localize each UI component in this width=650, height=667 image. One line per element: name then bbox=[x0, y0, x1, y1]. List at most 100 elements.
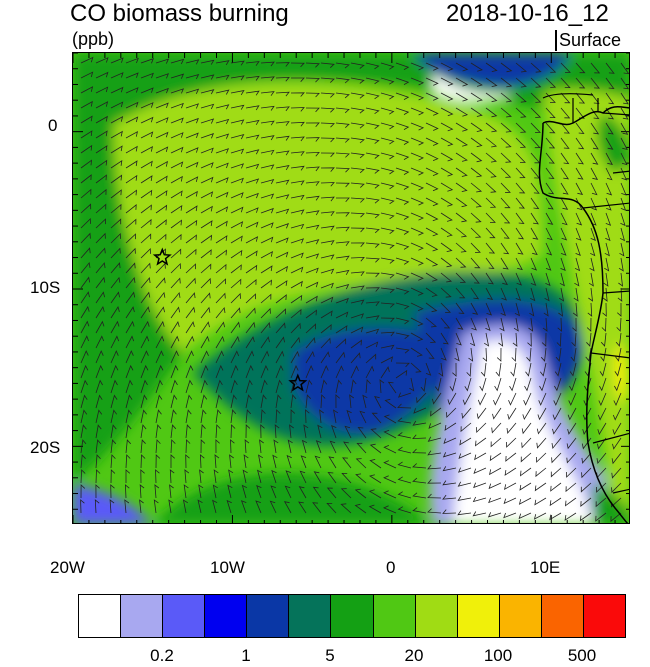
wind-barb bbox=[80, 247, 91, 259]
wind-barb bbox=[110, 469, 116, 484]
wind-barb bbox=[256, 484, 262, 499]
wind-barb bbox=[350, 197, 365, 203]
wind-barb bbox=[440, 122, 454, 132]
wind-barb bbox=[383, 414, 397, 424]
wind-barb bbox=[290, 394, 297, 409]
wind-barb bbox=[80, 305, 90, 319]
wind-barb bbox=[110, 159, 123, 169]
wind-barb bbox=[350, 365, 359, 379]
wind-barb bbox=[305, 137, 320, 142]
wind-barb bbox=[522, 407, 532, 421]
wind-barb bbox=[359, 410, 367, 424]
wind-barb bbox=[530, 77, 542, 88]
wind-barb bbox=[350, 77, 365, 84]
wind-barb bbox=[170, 204, 183, 214]
wind-barb bbox=[605, 167, 613, 181]
wind-barb bbox=[605, 107, 615, 120]
wind-barb bbox=[427, 508, 442, 514]
wind-barb bbox=[440, 107, 454, 117]
wind-barb bbox=[586, 332, 592, 347]
wind-barb bbox=[290, 350, 300, 364]
wind-barb bbox=[305, 253, 320, 259]
wind-barb bbox=[170, 102, 184, 109]
wind-barb bbox=[185, 176, 199, 184]
wind-barb bbox=[506, 437, 517, 448]
wind-barb bbox=[362, 394, 368, 409]
wind-barb bbox=[500, 257, 509, 270]
wind-barb bbox=[620, 182, 627, 196]
wind-barb bbox=[320, 351, 330, 364]
wind-barb bbox=[110, 72, 124, 79]
wind-barb bbox=[558, 287, 565, 302]
wind-barb bbox=[95, 379, 103, 394]
wind-barb bbox=[395, 242, 410, 250]
wind-barb bbox=[620, 107, 629, 120]
wind-barb bbox=[395, 332, 410, 340]
wind-barb bbox=[215, 177, 229, 184]
wind-barb bbox=[410, 272, 424, 281]
wind-barb bbox=[545, 257, 552, 271]
wind-barb bbox=[409, 377, 415, 392]
wind-barb bbox=[551, 437, 562, 450]
wind-barb bbox=[350, 62, 365, 69]
wind-barb bbox=[140, 146, 153, 154]
wind-barb bbox=[545, 77, 557, 88]
wind-barb bbox=[350, 167, 365, 174]
wind-barb bbox=[536, 437, 547, 449]
wind-barb bbox=[395, 122, 410, 130]
wind-barb bbox=[335, 92, 350, 99]
wind-barb bbox=[80, 159, 92, 169]
wind-barb bbox=[564, 512, 577, 521]
wind-barb bbox=[380, 302, 395, 308]
wind-barb bbox=[230, 364, 239, 379]
wind-barb bbox=[185, 379, 193, 394]
wind-barb bbox=[170, 73, 185, 79]
wind-barb bbox=[350, 326, 364, 334]
wind-barb bbox=[170, 190, 183, 199]
wind-barb bbox=[462, 392, 472, 406]
wind-barb bbox=[170, 262, 181, 274]
wind-barb bbox=[604, 257, 610, 272]
wind-barb bbox=[565, 497, 577, 507]
wind-barb bbox=[315, 440, 322, 454]
wind-barb bbox=[140, 394, 148, 409]
wind-barb bbox=[305, 107, 320, 113]
wind-barb bbox=[618, 272, 624, 287]
wind-barb bbox=[245, 75, 260, 81]
wind-barb bbox=[470, 272, 480, 284]
wind-barb bbox=[365, 353, 377, 364]
wind-barb bbox=[185, 132, 199, 139]
wind-barb bbox=[526, 347, 532, 362]
wind-barb bbox=[80, 499, 85, 514]
wind-barb bbox=[290, 107, 305, 112]
wind-barb bbox=[494, 377, 502, 392]
wind-barb bbox=[125, 116, 139, 124]
wind-barb bbox=[488, 497, 502, 504]
wind-barb bbox=[483, 332, 490, 347]
wind-barb bbox=[185, 73, 200, 80]
wind-barb bbox=[155, 379, 163, 394]
wind-barb bbox=[155, 131, 169, 139]
wind-barb bbox=[519, 482, 532, 491]
wind-barb bbox=[521, 437, 532, 449]
wind-barb bbox=[380, 182, 395, 190]
wind-barb bbox=[305, 350, 315, 364]
wind-barb bbox=[380, 152, 395, 160]
wind-barb bbox=[560, 212, 568, 226]
wind-barb bbox=[560, 77, 571, 88]
wind-barb bbox=[80, 335, 89, 349]
wind-barb bbox=[269, 500, 277, 514]
wind-barb bbox=[365, 212, 380, 219]
colorbar-swatch-6 bbox=[331, 595, 374, 637]
wind-barb bbox=[230, 292, 241, 304]
wind-barb bbox=[350, 379, 357, 394]
wind-barb bbox=[539, 377, 547, 392]
wind-barb bbox=[125, 101, 139, 109]
wind-barb bbox=[470, 317, 477, 331]
wind-barb bbox=[560, 137, 570, 149]
wind-barb bbox=[110, 379, 118, 394]
wind-barb bbox=[515, 227, 525, 240]
wind-barb bbox=[585, 347, 592, 362]
wind-barb bbox=[500, 302, 506, 317]
wind-barb bbox=[140, 58, 155, 64]
